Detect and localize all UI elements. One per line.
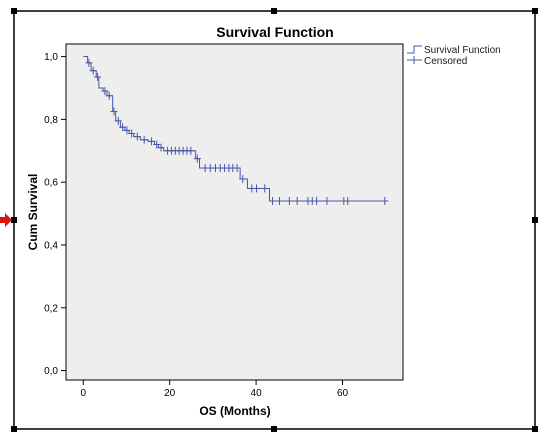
- censored-marker: [253, 184, 261, 193]
- censored-marker: [193, 154, 201, 163]
- censored-marker: [269, 197, 277, 206]
- resize-handle-bottom-left[interactable]: [11, 426, 17, 432]
- censored-marker: [285, 197, 293, 206]
- censored-marker: [114, 116, 122, 125]
- red-marker-arrow-icon: [0, 213, 12, 227]
- censored-marker: [140, 135, 148, 144]
- censored-marker: [133, 132, 141, 141]
- x-axis-title: OS (Months): [199, 404, 270, 418]
- resize-handle-middle-right[interactable]: [532, 217, 538, 223]
- censored-marker: [123, 126, 131, 135]
- legend-survival-function-label: Survival Function: [424, 45, 501, 56]
- censored-marker: [344, 197, 352, 206]
- legend: Survival Function Censored: [407, 45, 501, 67]
- resize-handle-middle-left[interactable]: [11, 217, 17, 223]
- y-axis: 0,0 0,2 0,4 0,6 0,8 1,0: [44, 52, 66, 377]
- censored-marker: [148, 137, 156, 146]
- censored-marker: [101, 87, 109, 96]
- y-tick-label: 1,0: [44, 52, 58, 63]
- resize-handle-bottom-center[interactable]: [271, 426, 277, 432]
- y-tick-label: 0,2: [44, 303, 58, 314]
- censored-marker: [128, 129, 136, 138]
- resize-handle-bottom-right[interactable]: [532, 426, 538, 432]
- censored-marker: [323, 197, 331, 206]
- y-tick-label: 0,4: [44, 240, 58, 251]
- censored-marker: [110, 107, 118, 116]
- resize-handle-top-center[interactable]: [271, 8, 277, 14]
- censored-marker: [293, 197, 301, 206]
- resize-handle-top-left[interactable]: [11, 8, 17, 14]
- y-tick-label: 0,6: [44, 178, 58, 189]
- plot-area: [65, 43, 404, 381]
- censored-marker: [239, 175, 247, 184]
- legend-censored-label: Censored: [424, 56, 467, 67]
- x-axis: 0 20 40 60: [81, 380, 349, 399]
- censored-marker: [187, 146, 195, 155]
- x-tick-label: 40: [251, 388, 263, 399]
- censored-marker: [275, 197, 283, 206]
- resize-handle-top-right[interactable]: [532, 8, 538, 14]
- censored-marker: [313, 197, 321, 206]
- legend-survival-function-symbol: [407, 45, 422, 54]
- chart-title: Survival Function: [216, 24, 333, 40]
- censored-marker: [153, 140, 161, 149]
- censored-marker: [233, 164, 241, 173]
- series-layer: [83, 56, 389, 206]
- legend-censored-symbol: [407, 56, 422, 64]
- censored-marker: [85, 58, 93, 67]
- y-axis-title: Cum Survival: [26, 174, 40, 251]
- censored-marker: [119, 123, 127, 132]
- x-tick-label: 60: [337, 388, 349, 399]
- censored-marker: [157, 143, 165, 152]
- censored-marker: [94, 72, 102, 81]
- x-tick-label: 0: [81, 388, 87, 399]
- censored-marker: [381, 197, 389, 206]
- x-tick-label: 20: [164, 388, 176, 399]
- censored-marker: [261, 184, 269, 193]
- censored-marker: [105, 91, 113, 100]
- resize-handles[interactable]: [11, 8, 538, 432]
- y-tick-label: 0,8: [44, 115, 58, 126]
- censored-marker: [89, 66, 97, 75]
- y-tick-label: 0,0: [44, 366, 58, 377]
